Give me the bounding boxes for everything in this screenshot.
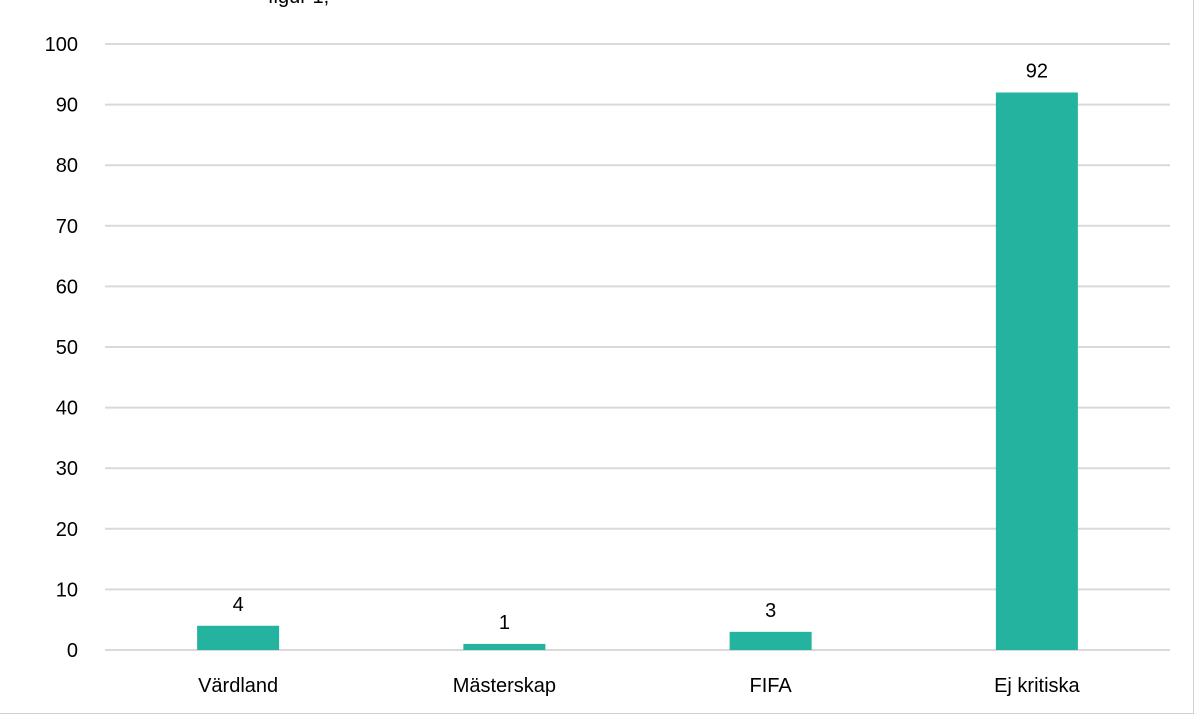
y-tick-label: 70	[56, 216, 78, 238]
category-label-1: Mästerskap	[453, 675, 556, 697]
bars	[197, 92, 1078, 651]
data-label-3: 92	[1026, 60, 1048, 82]
bar-1	[463, 643, 546, 650]
data-label-1: 1	[499, 612, 510, 634]
data-label-0: 4	[233, 594, 244, 616]
y-tick-label: 20	[56, 519, 78, 541]
category-label-3: Ej kritiska	[994, 675, 1080, 697]
y-tick-label: 40	[56, 398, 78, 420]
y-tick-label: 60	[56, 276, 78, 298]
bar-2	[729, 631, 812, 650]
x-axis-category-labels: Värdland Mästerskap FIFA Ej kritiska	[198, 675, 1080, 697]
category-label-0: Värdland	[198, 675, 278, 697]
y-tick-label: 30	[56, 458, 78, 480]
cropped-caption: figur 1,	[268, 0, 329, 9]
y-tick-label: 50	[56, 337, 78, 359]
bar-0	[197, 625, 280, 650]
y-axis-tick-labels: 0 10 20 30 40 50 60 70 80 90 100	[45, 34, 78, 662]
data-labels: 4 1 3 92	[233, 60, 1048, 633]
gridlines	[105, 43, 1170, 651]
data-label-2: 3	[765, 600, 776, 622]
y-tick-label: 100	[45, 34, 78, 56]
y-tick-label: 0	[67, 640, 78, 662]
y-tick-label: 90	[56, 95, 78, 117]
bar-3	[995, 92, 1078, 651]
category-label-2: FIFA	[750, 675, 793, 697]
y-tick-label: 10	[56, 579, 78, 601]
y-tick-label: 80	[56, 155, 78, 177]
